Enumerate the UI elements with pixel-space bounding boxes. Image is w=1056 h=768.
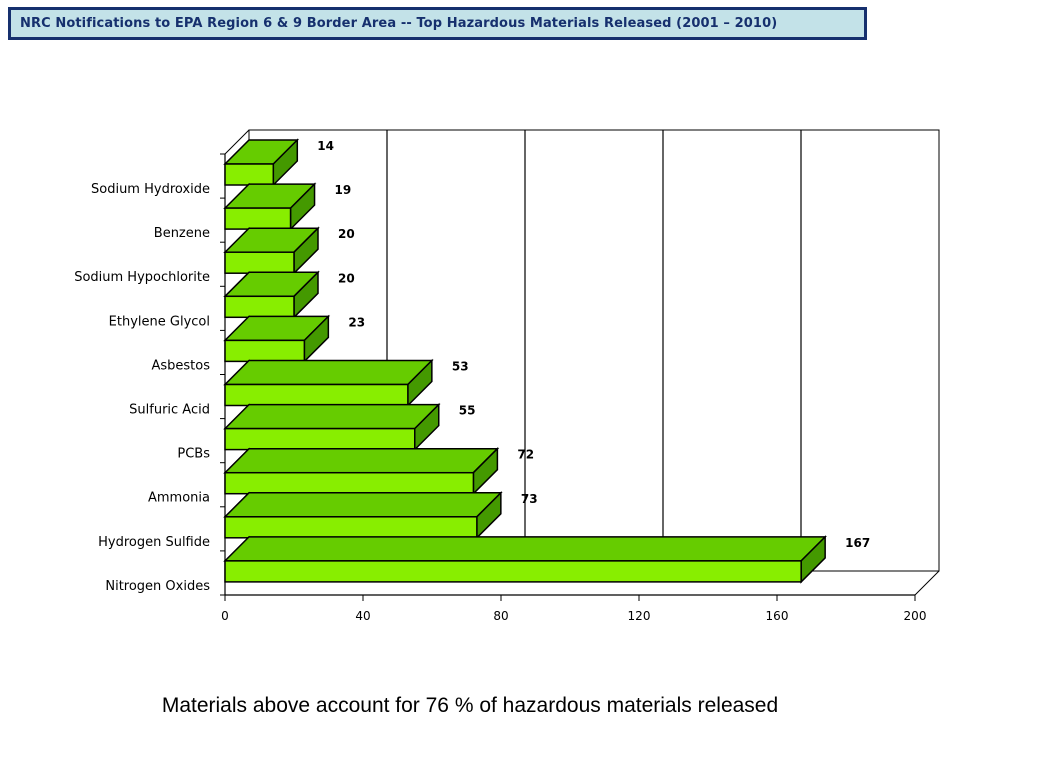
bar [224, 339, 306, 363]
bar-top-face [223, 536, 827, 562]
data-label: 23 [348, 315, 365, 329]
data-label: 167 [845, 536, 870, 550]
bar-group [223, 270, 320, 320]
data-label: 14 [317, 139, 334, 153]
y-tick-label: PCBs [177, 447, 210, 462]
y-tick-label: Benzene [154, 226, 210, 241]
bar [224, 516, 478, 539]
bar-top-face [223, 403, 441, 430]
chart-title-bar: NRC Notifications to EPA Region 6 & 9 Bo… [8, 7, 867, 40]
y-tick-label: Hydrogen Sulfide [98, 535, 210, 550]
y-tick-label: Asbestos [151, 358, 210, 373]
chart-title: NRC Notifications to EPA Region 6 & 9 Bo… [20, 16, 778, 31]
data-label: 19 [335, 183, 352, 197]
y-tick-label: Sulfuric Acid [129, 403, 210, 418]
bar-group [223, 535, 827, 584]
data-label: 20 [338, 271, 355, 285]
x-tick-label: 80 [493, 609, 508, 623]
bar-group [223, 226, 320, 276]
x-tick-label: 200 [904, 609, 927, 623]
bar [224, 383, 409, 407]
bar-group [223, 490, 503, 540]
data-label: 55 [459, 404, 476, 418]
footnote: Materials above account for 76 % of haza… [161, 694, 779, 717]
bar [224, 427, 416, 451]
bar [224, 251, 295, 274]
bar-top-face [223, 359, 434, 386]
x-tick-label: 120 [628, 609, 651, 623]
bar-group [223, 358, 434, 408]
bar [224, 295, 295, 319]
data-label: 20 [338, 227, 355, 241]
bar-group [223, 138, 300, 187]
y-tick-label: Sodium Hydroxide [91, 182, 210, 197]
data-label: 53 [452, 360, 469, 374]
bar [224, 207, 292, 230]
bar-group [223, 182, 317, 231]
chart-floor-edge [914, 570, 940, 596]
y-tick-label: Ammonia [148, 491, 210, 506]
chart-wall-edge [224, 129, 250, 155]
x-tick-label: 160 [766, 609, 789, 623]
bar-chart: 0 40 80 120 160 200 Sodium Hydroxide 14 Benzene 1… [74, 129, 940, 623]
bar [224, 560, 802, 583]
bar [224, 163, 275, 186]
bar-group [223, 314, 331, 364]
bar-group [223, 402, 441, 452]
bar-top-face [223, 447, 500, 474]
data-label: 72 [517, 448, 534, 462]
y-tick-label: Ethylene Glycol [109, 314, 210, 329]
bar-top-face [223, 492, 503, 518]
x-tick-label: 40 [355, 609, 370, 623]
y-tick-label: Nitrogen Oxides [105, 579, 210, 594]
y-tick-label: Sodium Hypochlorite [74, 270, 210, 285]
bar [224, 471, 475, 495]
data-label: 73 [521, 492, 538, 506]
x-tick-label: 0 [221, 609, 229, 623]
bar-group [223, 446, 500, 496]
